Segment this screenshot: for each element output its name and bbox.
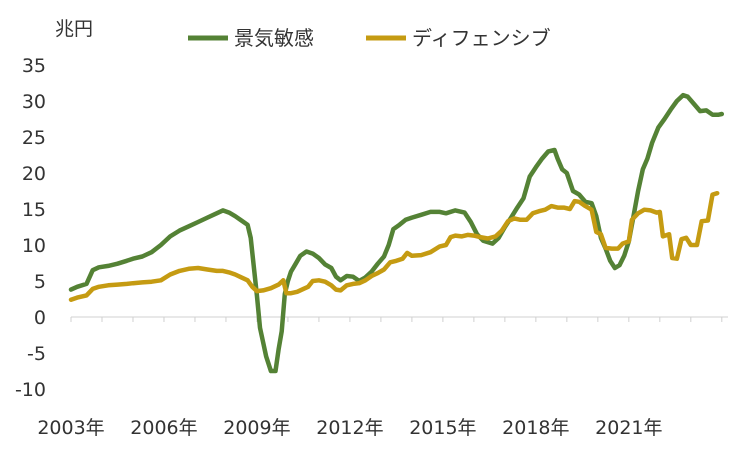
y-axis-ticks: 35 30 25 20 15 10 5 0 -5 -10 bbox=[15, 55, 46, 401]
y-tick-label: -10 bbox=[15, 379, 46, 401]
x-tick-label: 2003年 bbox=[37, 417, 104, 439]
y-tick-label: 25 bbox=[22, 127, 46, 149]
y-tick-label: 15 bbox=[22, 199, 46, 221]
x-tick-label: 2018年 bbox=[502, 417, 569, 439]
y-unit-label: 兆円 bbox=[55, 18, 93, 40]
x-tick-label: 2015年 bbox=[409, 417, 476, 439]
series-layer bbox=[68, 92, 725, 374]
y-tick-label: 0 bbox=[34, 307, 46, 329]
y-tick-label: 35 bbox=[22, 55, 46, 77]
x-tick-label: 2012年 bbox=[316, 417, 383, 439]
x-axis: 2003年 2006年 2009年 2012年 2015年 2018年 2021年 bbox=[37, 316, 728, 439]
y-tick-label: -5 bbox=[27, 343, 46, 365]
x-tick-label: 2021年 bbox=[595, 417, 662, 439]
legend: 景気敏感 ディフェンシブ bbox=[188, 26, 551, 50]
y-tick-label: 10 bbox=[22, 235, 46, 257]
y-tick-label: 5 bbox=[34, 271, 46, 293]
legend-label-cyclical: 景気敏感 bbox=[234, 26, 314, 50]
y-tick-label: 30 bbox=[22, 91, 46, 113]
series-line-cyclical bbox=[68, 92, 725, 374]
y-tick-label: 20 bbox=[22, 163, 46, 185]
x-tick-label: 2006年 bbox=[130, 417, 197, 439]
legend-label-defensive: ディフェンシブ bbox=[412, 26, 551, 50]
x-tick-label: 2009年 bbox=[223, 417, 290, 439]
series-line-defensive bbox=[68, 190, 720, 302]
